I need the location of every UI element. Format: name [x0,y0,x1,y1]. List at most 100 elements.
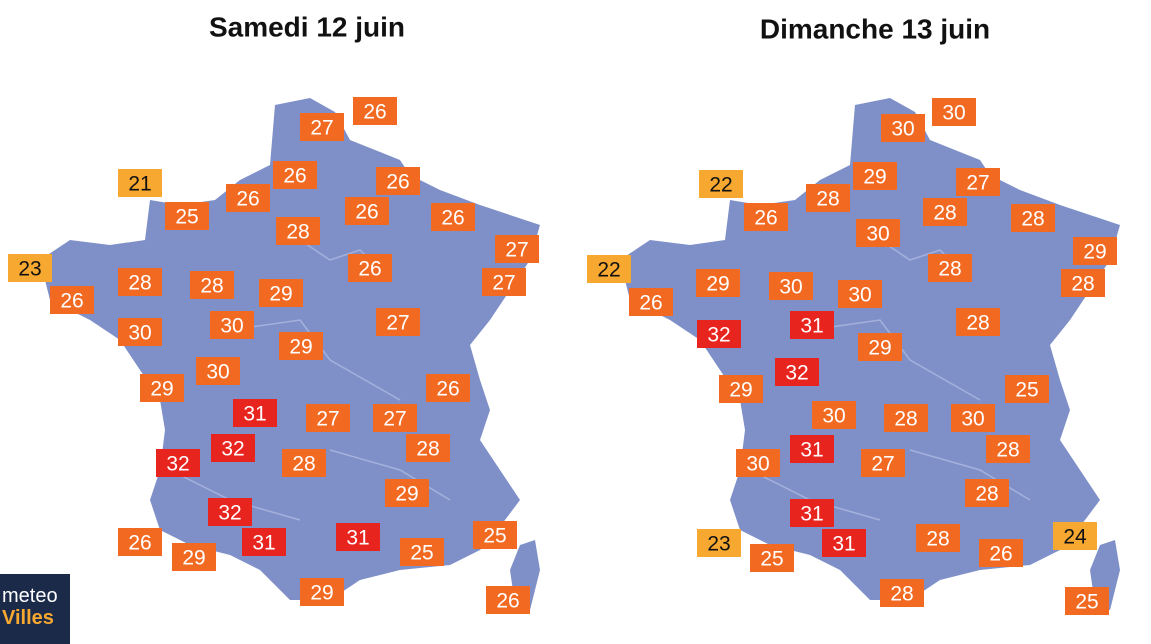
temp-box [211,434,255,462]
temp-label: 30 [942,102,965,125]
temp-box [1061,269,1105,297]
temp-box [165,202,209,230]
temp-box [273,161,317,189]
temp-label: 22 [597,259,620,282]
temp-box [629,288,673,316]
temp-box [482,268,526,296]
temp-box [495,235,539,263]
temp-box [306,404,350,432]
temp-box [473,521,517,549]
temp-label: 30 [128,322,151,345]
temp-label: 30 [848,284,871,307]
temp-label: 32 [785,362,808,385]
temp-label: 30 [961,408,984,431]
temp-label: 28 [816,188,839,211]
temp-label: 29 [1083,241,1106,264]
logo-text: Villes [2,607,54,629]
temp-box [923,198,967,226]
temp-box [279,332,323,360]
temp-box [300,113,344,141]
temp-label: 25 [1015,379,1038,402]
temp-label: 28 [966,312,989,335]
temp-box [812,401,856,429]
temp-box [385,479,429,507]
temp-box [861,449,905,477]
temp-label: 27 [310,117,333,140]
temp-label: 30 [220,315,243,338]
temp-label: 32 [221,438,244,461]
temp-label: 29 [310,582,333,605]
temp-label: 25 [1075,591,1098,614]
temp-box [790,435,834,463]
temp-label: 24 [1063,526,1087,549]
temp-label: 29 [150,378,173,401]
temp-box [345,197,389,225]
temp-label: 31 [800,439,823,462]
temp-label: 25 [483,525,506,548]
temp-box [880,579,924,607]
temp-box [697,320,741,348]
temp-label: 26 [441,207,464,230]
temp-box [1053,522,1097,550]
temp-label: 32 [707,324,730,347]
temp-box [965,479,1009,507]
temp-label: 30 [866,223,889,246]
temp-label: 27 [492,272,515,295]
temp-label: 28 [416,438,439,461]
temp-label: 26 [989,543,1012,566]
temp-box [853,162,897,190]
temp-box [276,217,320,245]
temp-label: 32 [166,453,189,476]
temp-box [172,543,216,571]
temp-box [838,280,882,308]
temp-box [986,435,1030,463]
temp-label: 26 [436,378,459,401]
temp-box [210,311,254,339]
temp-label: 30 [206,361,229,384]
temp-box [775,358,819,386]
temp-box [50,286,94,314]
temp-box [242,528,286,556]
temp-label: 31 [243,403,266,426]
temp-box [587,255,631,283]
temp-label: 28 [894,408,917,431]
temp-box [719,375,763,403]
temp-label: 25 [410,542,433,565]
temp-box [736,449,780,477]
temp-label: 23 [707,533,730,556]
temp-label: 30 [891,118,914,141]
temp-label: 27 [871,453,894,476]
temp-label: 25 [175,206,198,229]
logo-box [0,574,70,644]
temp-label: 28 [975,483,998,506]
temp-label: 27 [383,408,406,431]
temp-label: 30 [746,453,769,476]
temp-box [806,184,850,212]
temp-label: 28 [292,453,315,476]
temp-label: 30 [822,405,845,428]
temp-box [226,184,270,212]
temp-label: 29 [706,273,729,296]
temp-label: 28 [926,528,949,551]
temp-label: 28 [128,272,151,295]
temp-box [750,544,794,572]
temp-box [259,279,303,307]
temp-label: 29 [729,379,752,402]
temp-box [156,449,200,477]
temp-box [822,529,866,557]
temp-label: 29 [182,547,205,570]
temp-box [932,98,976,126]
temp-label: 31 [346,527,369,550]
temp-label: 26 [283,165,306,188]
temp-label: 26 [386,171,409,194]
temp-label: 29 [269,283,292,306]
temp-box [790,499,834,527]
temp-box [769,272,813,300]
temp-label: 29 [289,336,312,359]
temp-label: 26 [355,201,378,224]
temp-box [1065,587,1109,615]
temp-box [376,167,420,195]
temp-label: 28 [996,439,1019,462]
temp-box [696,269,740,297]
